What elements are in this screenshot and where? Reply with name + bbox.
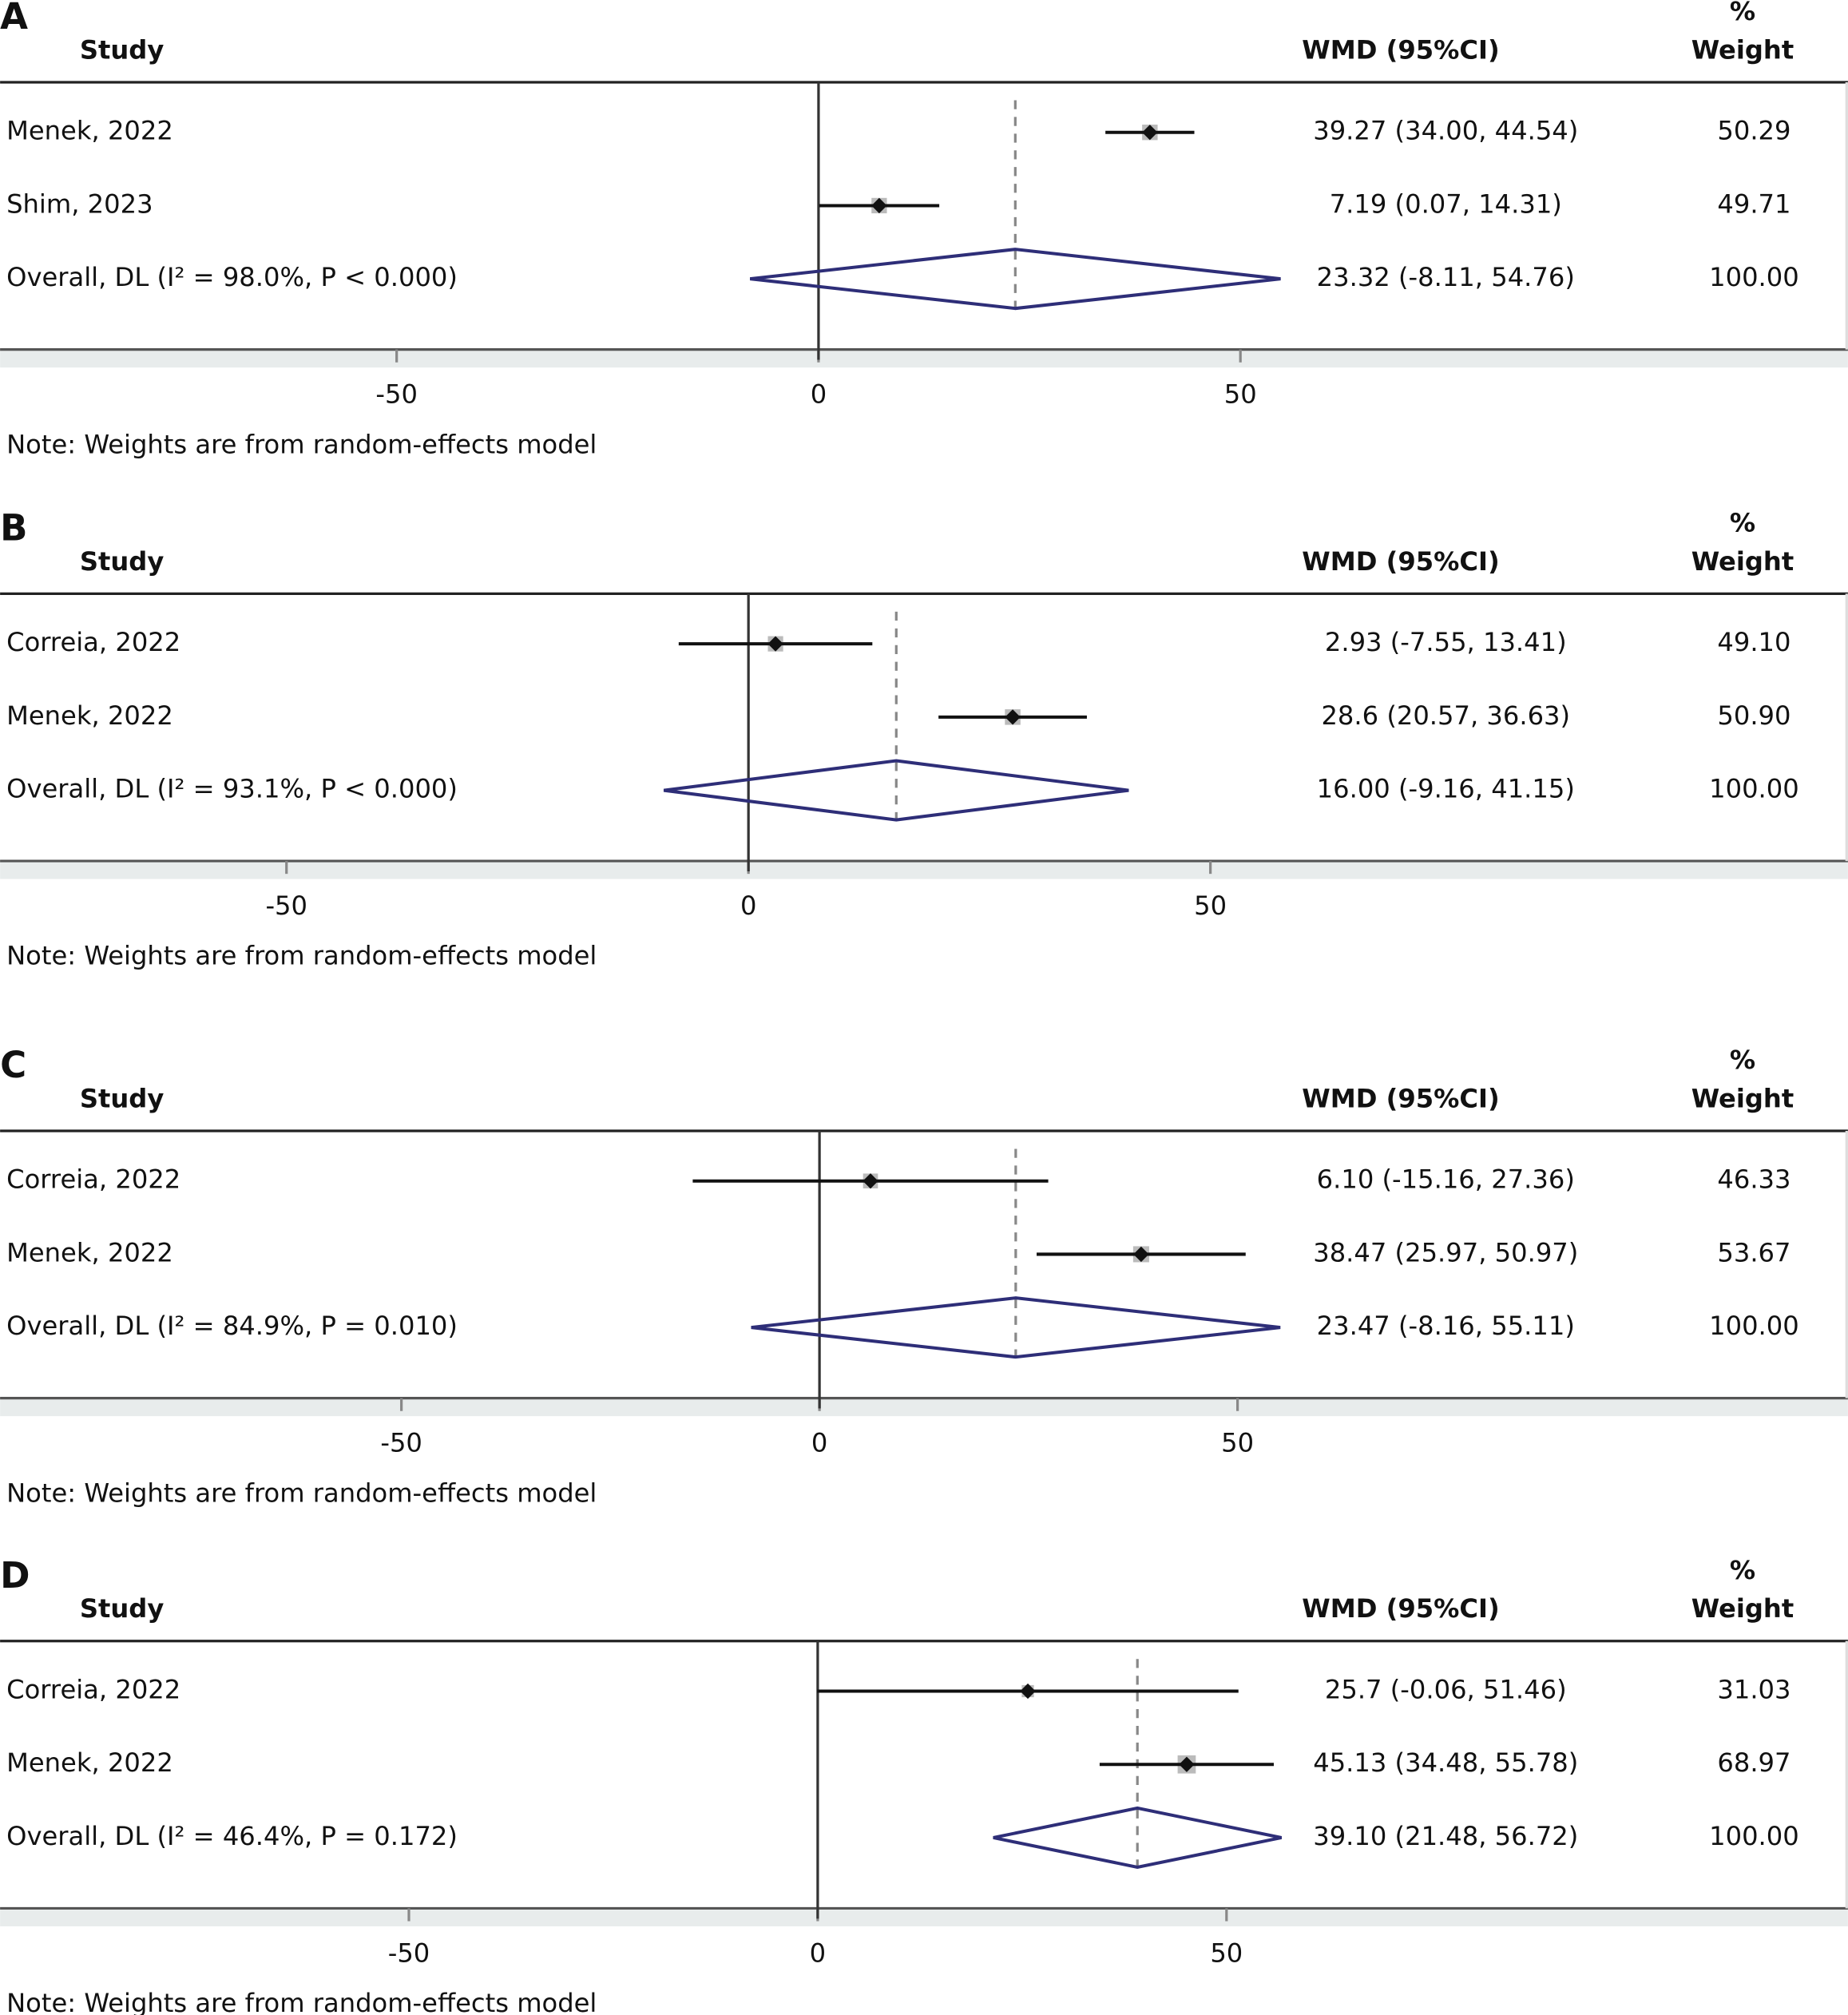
panel: C Study WMD (95%CI)% Weight -50 0 50 Correia, 2… <box>0 1044 1848 1508</box>
header-study: Study <box>80 1083 164 1113</box>
header-weight: Weight <box>1691 1593 1794 1624</box>
point-estimate <box>1133 1246 1149 1263</box>
header-study: Study <box>80 34 164 65</box>
weight-label: 46.33 <box>1717 1164 1790 1195</box>
weight-label: 50.29 <box>1717 116 1790 146</box>
study-name: Shim, 2023 <box>6 188 153 219</box>
x-tick-label: 0 <box>810 1938 826 1968</box>
header-effect: WMD (95%CI) <box>1302 546 1499 577</box>
header-effect: WMD (95%CI) <box>1302 1083 1499 1113</box>
effect-label: 23.32 (-8.11, 54.76) <box>1317 262 1575 292</box>
study-name: Menek, 2022 <box>6 1237 173 1267</box>
header-weight: Weight <box>1691 1083 1794 1113</box>
plot-band <box>0 1908 1848 1926</box>
effect-label: 39.27 (34.00, 44.54) <box>1313 116 1578 146</box>
point-estimate <box>1005 709 1021 725</box>
x-tick-label: 50 <box>1194 890 1227 921</box>
weight-label: 100.00 <box>1709 1311 1799 1341</box>
note: Note: Weights are from random-effects mo… <box>6 1988 597 2015</box>
weight-label: 100.00 <box>1709 1821 1799 1851</box>
weight-label: 100.00 <box>1709 774 1799 804</box>
header-weight-top: % <box>1730 507 1755 537</box>
note: Note: Weights are from random-effects mo… <box>6 941 597 971</box>
x-tick-label: 50 <box>1221 1428 1254 1458</box>
weight-label: 31.03 <box>1717 1675 1790 1705</box>
effect-label: 25.7 (-0.06, 51.46) <box>1325 1675 1567 1705</box>
x-tick-label: -50 <box>265 890 307 921</box>
header-weight-top: % <box>1730 0 1755 26</box>
header-study: Study <box>80 546 164 577</box>
overall-diamond <box>663 759 1129 822</box>
effect-label: 38.47 (25.97, 50.97) <box>1313 1237 1578 1267</box>
study-name: Menek, 2022 <box>6 1747 173 1778</box>
point-estimate <box>1179 1756 1195 1772</box>
point-estimate <box>767 636 783 652</box>
effect-label: 6.10 (-15.16, 27.36) <box>1317 1164 1575 1195</box>
weight-label: 53.67 <box>1717 1237 1790 1267</box>
panel-label: B <box>0 507 27 549</box>
effect-label: 7.19 (0.07, 14.31) <box>1330 188 1562 219</box>
panel: D Study WMD (95%CI)% Weight -50 0 50 Correia, 2… <box>0 1554 1848 2015</box>
x-tick-label: -50 <box>375 379 418 410</box>
header-effect: WMD (95%CI) <box>1302 1593 1499 1624</box>
panel-label: C <box>0 1044 26 1086</box>
weight-label: 68.97 <box>1717 1747 1790 1778</box>
x-tick-label: 50 <box>1224 379 1257 410</box>
x-tick-label: 50 <box>1210 1938 1243 1968</box>
weight-label: 49.10 <box>1717 627 1790 657</box>
weight-label: 50.90 <box>1717 700 1790 731</box>
overall-diamond <box>750 248 1281 311</box>
header-weight-top: % <box>1730 1045 1755 1075</box>
study-name: Correia, 2022 <box>6 1164 180 1195</box>
note: Note: Weights are from random-effects mo… <box>6 429 597 459</box>
point-estimate <box>871 197 887 214</box>
point-estimate <box>1142 125 1158 141</box>
panel: B Study WMD (95%CI)% Weight -50 0 50 Correia, 2… <box>0 507 1848 971</box>
x-tick-label: -50 <box>380 1428 422 1458</box>
overall-name: Overall, DL (I² = 46.4%, P = 0.172) <box>6 1821 458 1851</box>
header-weight-top: % <box>1730 1555 1755 1585</box>
weight-label: 100.00 <box>1709 262 1799 292</box>
plot-band <box>0 1398 1848 1417</box>
x-tick-label: -50 <box>388 1938 430 1968</box>
effect-label: 45.13 (34.48, 55.78) <box>1313 1747 1578 1778</box>
study-name: Menek, 2022 <box>6 116 173 146</box>
effect-label: 39.10 (21.48, 56.72) <box>1313 1821 1578 1851</box>
effect-label: 23.47 (-8.16, 55.11) <box>1317 1311 1575 1341</box>
header-weight: Weight <box>1691 546 1794 577</box>
effect-label: 16.00 (-9.16, 41.15) <box>1317 774 1575 804</box>
panel: A Study WMD (95%CI)% Weight -50 0 50 Menek, 202… <box>0 0 1848 459</box>
plot-band <box>0 349 1848 368</box>
panel-label: A <box>0 0 28 38</box>
effect-label: 28.6 (20.57, 36.63) <box>1321 700 1570 731</box>
note: Note: Weights are from random-effects mo… <box>6 1478 597 1508</box>
overall-diamond <box>993 1806 1283 1870</box>
x-tick-label: 0 <box>811 379 827 410</box>
effect-label: 2.93 (-7.55, 13.41) <box>1325 627 1567 657</box>
header-study: Study <box>80 1593 164 1624</box>
x-tick-label: 0 <box>811 1428 827 1458</box>
panel-label: D <box>0 1554 30 1597</box>
plot-band <box>0 861 1848 879</box>
header-effect: WMD (95%CI) <box>1302 34 1499 65</box>
study-name: Menek, 2022 <box>6 700 173 731</box>
overall-diamond <box>751 1296 1281 1359</box>
study-name: Correia, 2022 <box>6 627 180 657</box>
study-name: Correia, 2022 <box>6 1675 180 1705</box>
x-tick-label: 0 <box>740 890 756 921</box>
overall-name: Overall, DL (I² = 98.0%, P < 0.000) <box>6 262 458 292</box>
weight-label: 49.71 <box>1717 188 1790 219</box>
overall-name: Overall, DL (I² = 93.1%, P < 0.000) <box>6 774 458 804</box>
header-weight: Weight <box>1691 34 1794 65</box>
overall-name: Overall, DL (I² = 84.9%, P = 0.010) <box>6 1311 458 1341</box>
